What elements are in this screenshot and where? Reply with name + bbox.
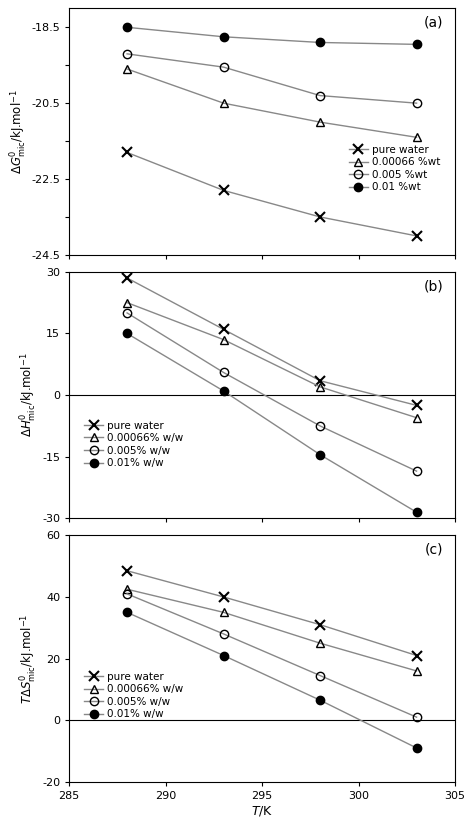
Legend: pure water, 0.00066% w/w, 0.005% w/w, 0.01% w/w: pure water, 0.00066% w/w, 0.005% w/w, 0.… [82,670,185,722]
Legend: pure water, 0.00066 %wt, 0.005 %wt, 0.01 %wt: pure water, 0.00066 %wt, 0.005 %wt, 0.01… [347,143,442,195]
X-axis label: $T$/K: $T$/K [251,804,273,818]
Legend: pure water, 0.00066% w/w, 0.005% w/w, 0.01% w/w: pure water, 0.00066% w/w, 0.005% w/w, 0.… [82,419,185,470]
Text: (c): (c) [425,543,444,557]
Y-axis label: $\Delta G^{0}_{\rm mic}$/kJ.mol$^{-1}$: $\Delta G^{0}_{\rm mic}$/kJ.mol$^{-1}$ [9,89,28,174]
Text: (b): (b) [424,279,444,293]
Y-axis label: $\Delta H^{0}_{\rm mic}$/kJ.mol$^{-1}$: $\Delta H^{0}_{\rm mic}$/kJ.mol$^{-1}$ [19,353,39,438]
Y-axis label: $T\Delta S^{0}_{\rm mic}$/kJ.mol$^{-1}$: $T\Delta S^{0}_{\rm mic}$/kJ.mol$^{-1}$ [19,614,39,704]
Text: (a): (a) [424,16,444,30]
